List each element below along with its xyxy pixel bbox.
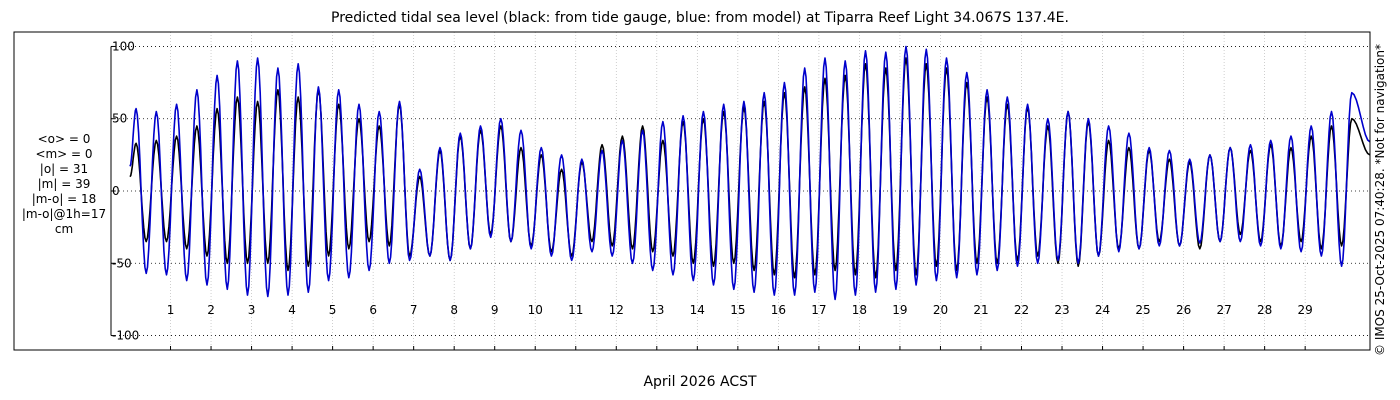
x-tick-label: 14 bbox=[690, 303, 705, 317]
stat-abs-difference: |m-o| = 18 bbox=[31, 192, 97, 206]
stat-abs-model: |m| = 39 bbox=[37, 177, 91, 191]
x-tick-label: 4 bbox=[288, 303, 296, 317]
credit-text: © IMOS 25-Oct-2025 07:40:28. *Not for na… bbox=[1373, 44, 1387, 356]
x-tick-label: 18 bbox=[852, 303, 867, 317]
stat-mean-observed: <o> = 0 bbox=[37, 132, 91, 146]
x-tick-label: 15 bbox=[730, 303, 745, 317]
x-tick-label: 21 bbox=[973, 303, 988, 317]
x-tick-label: 17 bbox=[811, 303, 826, 317]
x-tick-label: 25 bbox=[1135, 303, 1150, 317]
x-tick-label: 11 bbox=[568, 303, 583, 317]
x-tick-label: 22 bbox=[1014, 303, 1029, 317]
x-tick-label: 20 bbox=[933, 303, 948, 317]
plot-frame bbox=[13, 31, 1371, 351]
y-tick-label: -100 bbox=[112, 329, 139, 343]
x-tick-label: 19 bbox=[892, 303, 907, 317]
x-tick-label: 5 bbox=[329, 303, 337, 317]
y-tick-label: 50 bbox=[112, 112, 127, 126]
x-tick-label: 29 bbox=[1298, 303, 1313, 317]
chart-title: Predicted tidal sea level (black: from t… bbox=[331, 10, 1069, 26]
y-tick-label: -50 bbox=[112, 256, 132, 270]
series-line-model bbox=[129, 45, 1371, 301]
x-tick-label: 6 bbox=[369, 303, 377, 317]
x-tick-label: 7 bbox=[410, 303, 418, 317]
stat-mean-model: <m> = 0 bbox=[35, 147, 93, 161]
x-tick-label: 27 bbox=[1216, 303, 1231, 317]
x-tick-label: 9 bbox=[491, 303, 499, 317]
x-tick-label: 3 bbox=[248, 303, 256, 317]
x-tick-label: 23 bbox=[1054, 303, 1069, 317]
x-tick-label: 12 bbox=[609, 303, 624, 317]
x-tick-label: 2 bbox=[207, 303, 215, 317]
x-tick-label: 16 bbox=[771, 303, 786, 317]
x-tick-label: 13 bbox=[649, 303, 664, 317]
x-tick-label: 1 bbox=[167, 303, 175, 317]
x-tick-label: 8 bbox=[450, 303, 458, 317]
x-tick-label: 10 bbox=[528, 303, 543, 317]
stat-abs-difference-1h: |m-o|@1h=17 bbox=[21, 207, 107, 221]
statistics-panel: <o> = 0 <m> = 0 |o| = 31 |m| = 39 |m-o| … bbox=[14, 132, 114, 237]
series-lines bbox=[129, 45, 1371, 301]
x-tick-label: 24 bbox=[1095, 303, 1110, 317]
stat-abs-observed: |o| = 31 bbox=[39, 162, 89, 176]
y-tick-label: 100 bbox=[112, 39, 135, 53]
x-tick-label: 26 bbox=[1176, 303, 1191, 317]
x-axis-label: April 2026 ACST bbox=[643, 374, 757, 390]
x-tick-label: 28 bbox=[1257, 303, 1272, 317]
stat-unit: cm bbox=[54, 222, 74, 236]
y-tick-label: 0 bbox=[112, 184, 120, 198]
